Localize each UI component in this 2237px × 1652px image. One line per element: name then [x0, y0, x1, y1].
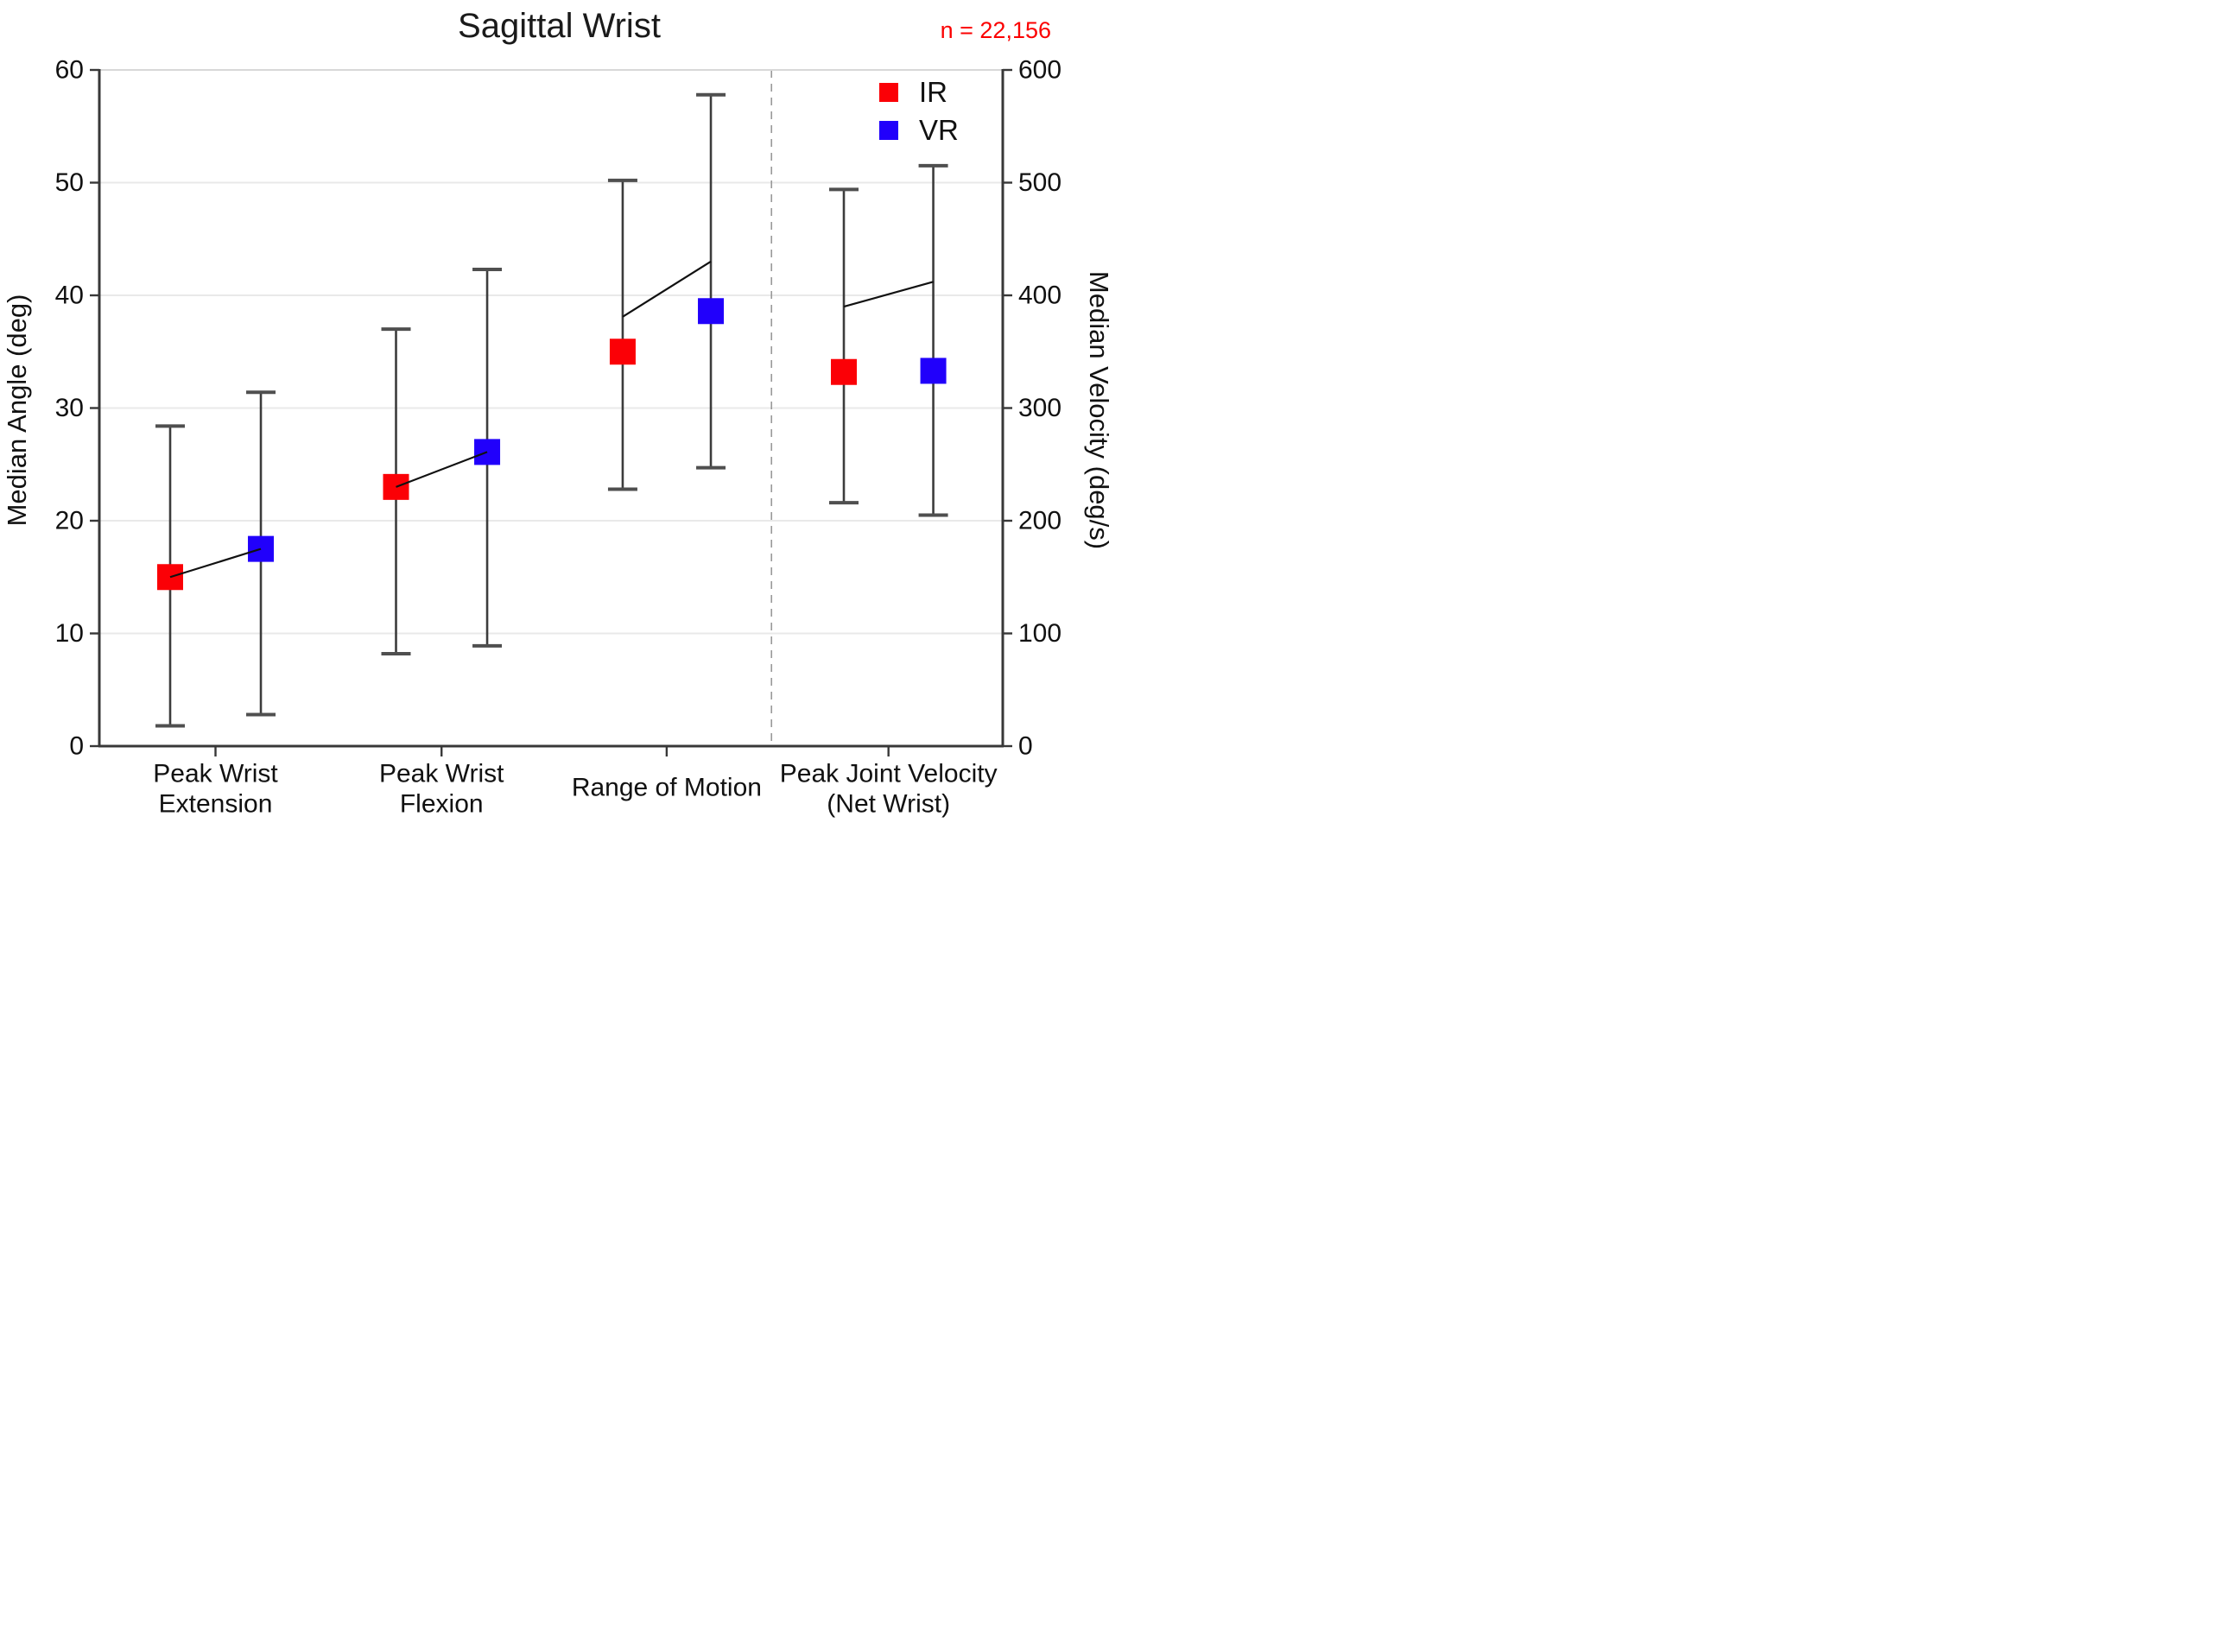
ir-vr-connector-line: [169, 548, 262, 579]
right-axis-tick-label: 200: [1018, 507, 1061, 535]
right-axis-tick-label: 600: [1018, 56, 1061, 85]
x-category-label: Peak Wrist: [379, 760, 504, 788]
left-axis-tick-label: 30: [55, 394, 84, 422]
right-axis-tick-label: 400: [1018, 282, 1061, 310]
vr-median-marker: [698, 298, 725, 325]
vr-median-marker: [920, 358, 947, 384]
legend-label-ir: IR: [919, 76, 947, 108]
ir-swatch-icon: [879, 83, 898, 102]
ir-median-marker: [609, 339, 636, 365]
legend-item-ir: IR: [879, 76, 959, 109]
x-category-label: Flexion: [400, 790, 484, 819]
left-axis-tick-label: 20: [55, 507, 84, 535]
sagittal-wrist-chart: 0 10 20 30 40 50 60 0 100 200 300 400 500 600 Peak Wri…: [0, 0, 1118, 826]
chart-title: Sagittal Wrist: [458, 7, 661, 45]
legend-item-vr: VR: [879, 114, 959, 147]
x-category-label: Peak Wrist: [153, 760, 278, 788]
vr-swatch-icon: [879, 121, 898, 140]
left-axis-tick-label: 10: [55, 619, 84, 648]
left-y-axis-label: Median Angle (deg): [2, 294, 32, 527]
legend-label-vr: VR: [919, 114, 959, 146]
x-category-label: Peak Joint Velocity: [780, 760, 998, 788]
ir-vr-connector-line: [396, 451, 488, 488]
left-axis-tick-label: 0: [69, 732, 84, 761]
ir-vr-connector-line: [843, 281, 934, 308]
x-category-label: (Net Wrist): [827, 790, 950, 819]
ir-vr-connector-line: [622, 260, 712, 318]
legend: IR VR: [879, 76, 959, 152]
right-axis-tick-label: 0: [1018, 732, 1033, 761]
left-axis-tick-label: 50: [55, 168, 84, 197]
right-y-axis-label: Median Velocity (deg/s): [1084, 270, 1114, 550]
left-axis-tick-label: 60: [55, 56, 84, 85]
left-axis-tick-label: 40: [55, 282, 84, 310]
right-axis-tick-label: 100: [1018, 619, 1061, 648]
x-category-label: Extension: [159, 790, 273, 819]
x-category-label: Range of Motion: [572, 774, 762, 802]
right-axis-tick-label: 300: [1018, 394, 1061, 422]
right-axis-tick-label: 500: [1018, 168, 1061, 197]
ir-median-marker: [831, 358, 858, 385]
sample-size-annotation: n = 22,156: [940, 17, 1051, 43]
